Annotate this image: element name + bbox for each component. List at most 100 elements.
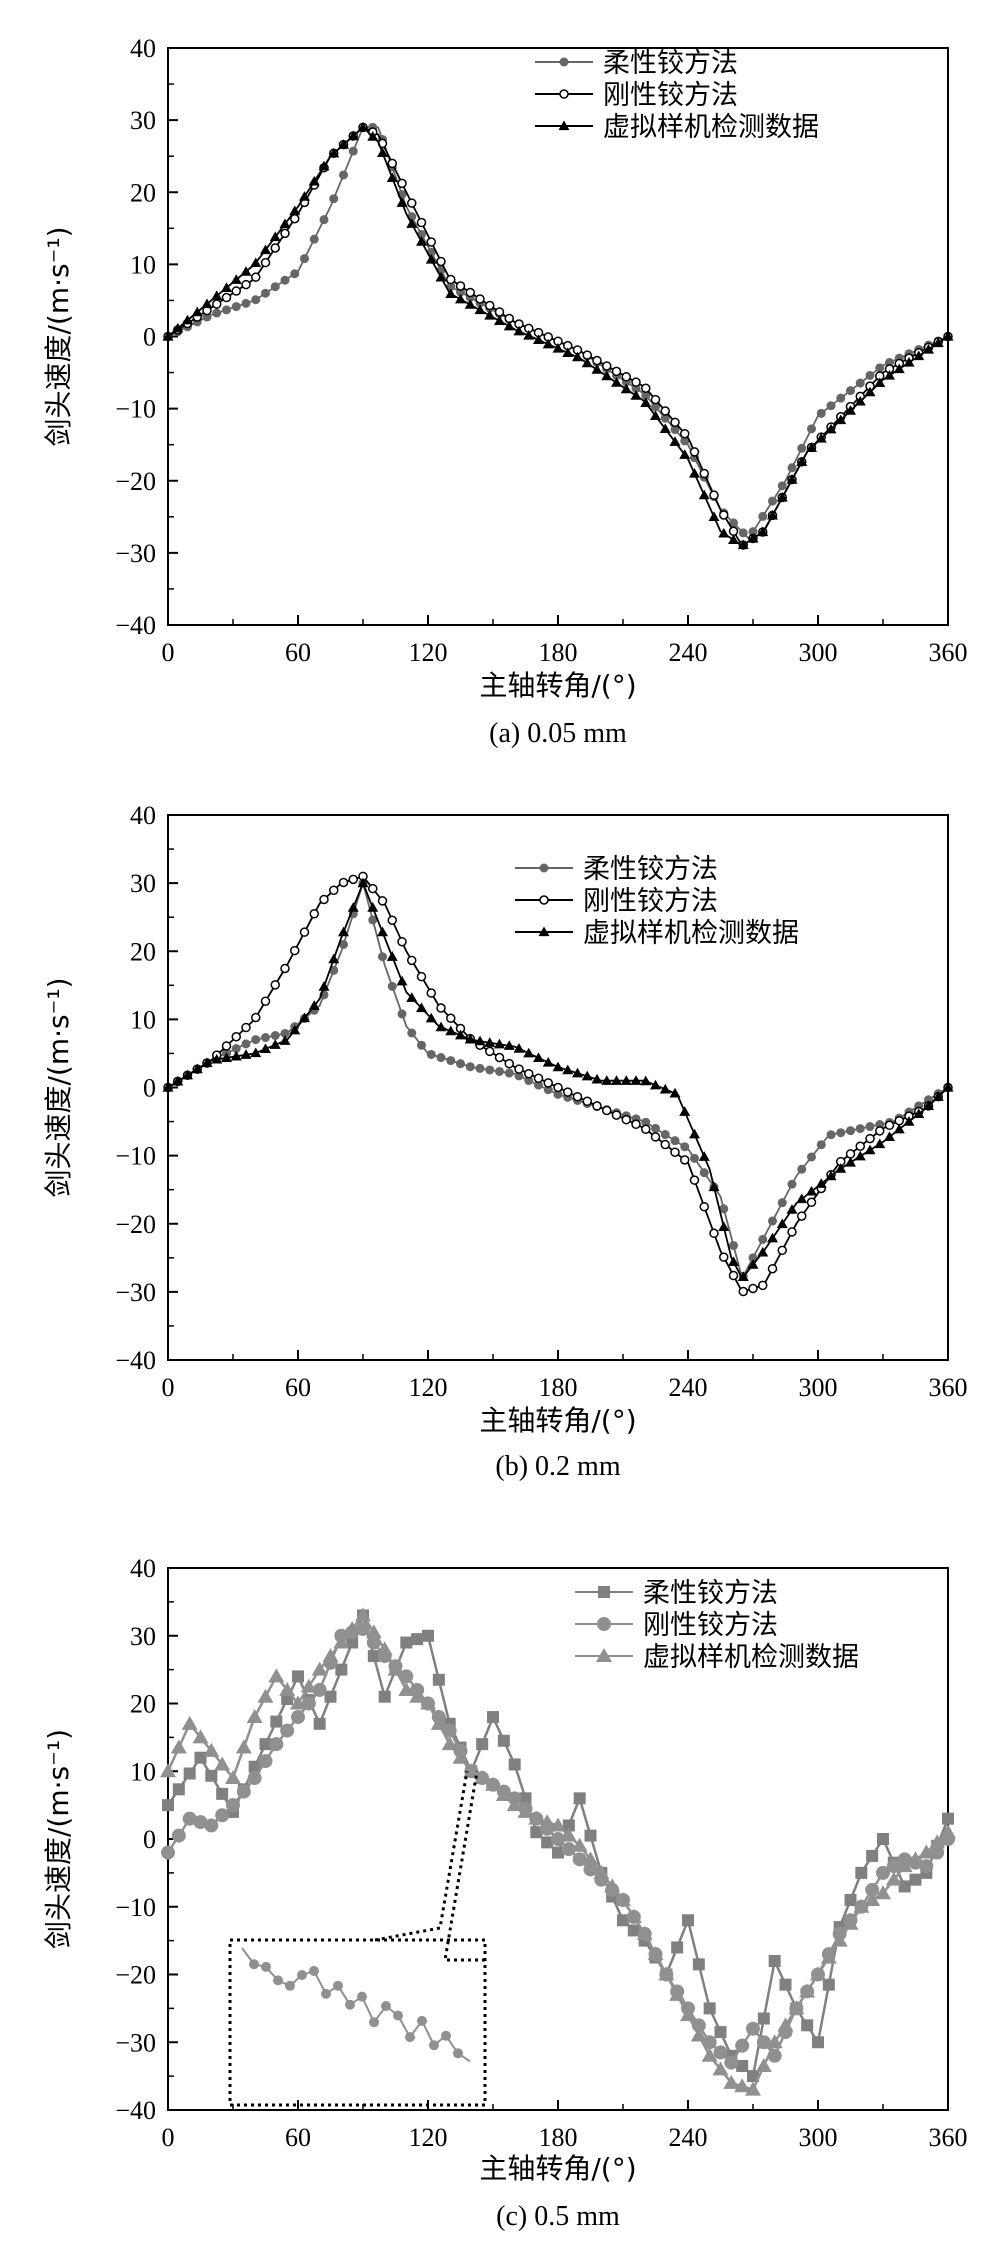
series-point — [474, 304, 486, 315]
series-point — [747, 532, 759, 543]
series-point — [513, 325, 525, 336]
series-point — [582, 1851, 599, 1866]
series-point — [290, 269, 300, 279]
legend-label: 刚性铰方法 — [603, 80, 738, 111]
series-point — [485, 1776, 501, 1791]
series-point — [836, 1128, 846, 1138]
series-point — [768, 1216, 777, 1226]
series-point — [231, 286, 241, 296]
y-axis-label: 剑头速度/(m·s⁻¹) — [42, 226, 75, 446]
series-point — [328, 953, 340, 964]
series-point — [553, 1082, 563, 1093]
series-point — [757, 2012, 770, 2025]
series-point — [767, 509, 778, 520]
series-point — [270, 1715, 283, 1728]
series-point — [329, 194, 339, 204]
series-point — [452, 1749, 469, 1764]
y-tick-label: 30 — [130, 1622, 156, 1651]
series-point — [346, 1636, 359, 1649]
series-point — [280, 1723, 295, 1738]
series-point — [660, 1139, 670, 1150]
series-point — [942, 1812, 954, 1825]
series-point — [806, 442, 817, 452]
series-point — [409, 1688, 426, 1703]
series-point — [377, 147, 388, 157]
series-point — [541, 1836, 554, 1849]
series-point — [822, 1978, 835, 1991]
series-3 — [162, 877, 954, 1282]
series-point — [651, 1123, 660, 1133]
series-point — [699, 1201, 709, 1212]
inset-connector — [374, 1770, 469, 1942]
legend-label: 柔性铰方法 — [583, 854, 718, 885]
series-point — [787, 1179, 797, 1189]
series-point — [339, 170, 348, 180]
series-point — [846, 1126, 855, 1136]
series-point — [474, 1035, 486, 1046]
series-point — [659, 423, 671, 433]
panel-caption: (a) 0.05 mm — [489, 718, 627, 749]
series-point — [397, 936, 407, 947]
series-point — [289, 205, 301, 216]
series-point — [260, 1043, 271, 1054]
y-tick-label: 40 — [130, 1554, 156, 1583]
series-point — [671, 1941, 684, 1954]
x-tick-label: 0 — [162, 2123, 175, 2152]
inset-series-point — [453, 2048, 463, 2059]
series-point — [630, 390, 642, 400]
series-point — [631, 1119, 641, 1130]
series-point — [836, 393, 846, 403]
series-1 — [163, 122, 953, 540]
series-point — [738, 528, 748, 538]
series-point — [584, 1829, 597, 1842]
series-point — [519, 1792, 532, 1805]
series-point — [446, 1013, 456, 1023]
series-point — [627, 1924, 640, 1937]
series-point — [735, 2038, 750, 2053]
series-point — [923, 1100, 934, 1111]
series-point — [611, 1075, 622, 1085]
x-tick-label: 60 — [285, 1373, 311, 1402]
series-point — [875, 1885, 891, 1900]
series-point — [435, 1021, 447, 1032]
series-point — [475, 1063, 485, 1073]
series-point — [737, 1271, 749, 1282]
series-point — [738, 1286, 748, 1297]
series-point — [455, 281, 466, 291]
inset-series-point — [345, 1999, 355, 2010]
series-point — [279, 1681, 296, 1696]
inset-box — [228, 1938, 487, 2107]
series-point — [636, 1925, 653, 1940]
series-point — [289, 1024, 301, 1035]
series-point — [690, 1153, 699, 1163]
series-point — [932, 1091, 944, 1101]
series-point — [221, 282, 232, 292]
series-point — [903, 1116, 915, 1126]
series-point — [487, 1711, 499, 1724]
series-point — [701, 2047, 718, 2062]
x-tick-label: 60 — [285, 638, 311, 667]
series-point — [602, 361, 612, 371]
series-point — [777, 481, 787, 491]
series-point — [563, 1087, 573, 1097]
series-point — [591, 364, 603, 374]
series-point — [378, 1690, 391, 1703]
series-point — [160, 1763, 176, 1778]
series-point — [465, 1062, 475, 1072]
series-point — [942, 1082, 954, 1092]
series-point — [230, 1050, 242, 1061]
series-point — [181, 1715, 198, 1730]
series-point — [660, 1130, 670, 1140]
series-point — [329, 885, 339, 896]
series-point — [494, 315, 505, 325]
series-point — [204, 1818, 219, 1833]
series-point — [747, 1259, 759, 1269]
inset-series-point — [357, 1991, 367, 2002]
series-point — [318, 981, 330, 991]
series-point — [757, 526, 769, 537]
series-point — [909, 1873, 922, 1886]
series-point — [367, 902, 379, 912]
series-point — [432, 1673, 445, 1686]
series-point — [807, 424, 816, 434]
series-point — [708, 511, 720, 521]
